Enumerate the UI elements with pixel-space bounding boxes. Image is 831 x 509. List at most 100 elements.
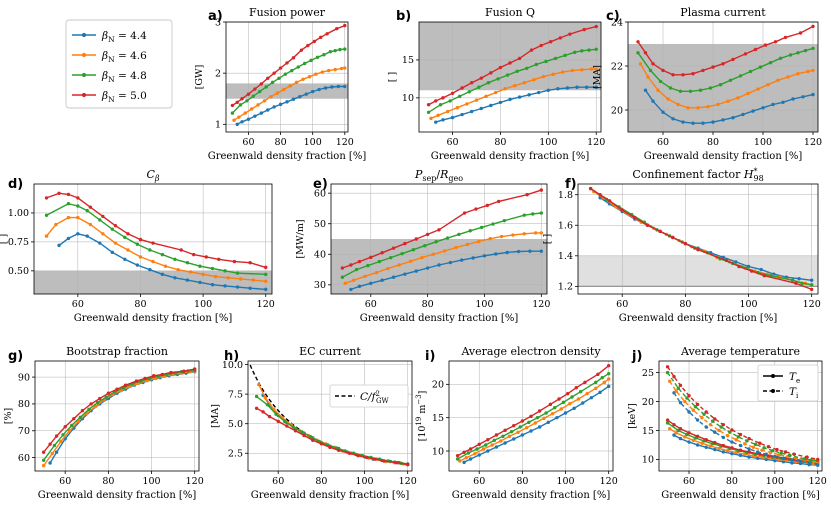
legend-marker xyxy=(81,32,87,38)
data-point xyxy=(101,232,105,236)
data-point xyxy=(477,453,481,457)
panel-title: Confinement factor H* 98 xyxy=(632,167,763,183)
data-point xyxy=(460,86,464,90)
data-point xyxy=(773,40,778,44)
data-point xyxy=(658,229,662,234)
data-point xyxy=(182,369,186,373)
series-line xyxy=(342,189,542,269)
data-point xyxy=(411,247,416,252)
data-point xyxy=(285,61,289,65)
data-point xyxy=(730,446,734,450)
data-point xyxy=(198,264,202,268)
data-point xyxy=(776,78,780,83)
data-point xyxy=(282,419,287,424)
data-point xyxy=(483,443,488,447)
data-point xyxy=(54,434,59,438)
data-point xyxy=(88,222,93,227)
data-point xyxy=(525,192,529,197)
data-point xyxy=(524,425,529,430)
data-point xyxy=(57,243,61,248)
data-point xyxy=(643,51,648,55)
data-point xyxy=(98,396,102,401)
x-tick-label: 80 xyxy=(726,476,738,487)
data-point xyxy=(743,52,748,56)
data-point xyxy=(771,102,775,107)
data-point xyxy=(498,65,503,70)
data-point xyxy=(414,237,418,241)
data-point xyxy=(805,455,809,459)
data-point xyxy=(426,102,431,107)
data-point xyxy=(296,65,300,69)
y-axis-label: [MA] xyxy=(592,65,603,89)
data-point xyxy=(437,228,441,232)
data-point xyxy=(542,416,546,421)
panel-title: Cβ xyxy=(146,168,159,183)
data-point xyxy=(501,434,505,439)
data-point xyxy=(693,405,698,409)
data-point xyxy=(811,92,815,97)
y-tick-label: 10 xyxy=(642,455,654,466)
panel-label: b) xyxy=(396,9,411,24)
y-tick-label: 60 xyxy=(18,453,30,464)
axes-frame xyxy=(418,21,602,133)
data-point xyxy=(328,49,333,54)
data-point xyxy=(76,232,80,236)
data-point xyxy=(232,118,236,122)
data-point xyxy=(160,372,165,377)
data-point xyxy=(698,88,703,92)
data-point xyxy=(594,380,598,385)
data-point xyxy=(306,43,310,48)
data-point xyxy=(243,111,247,115)
data-point xyxy=(298,94,302,99)
data-point xyxy=(587,48,591,52)
data-point xyxy=(773,454,777,459)
data-point xyxy=(288,84,292,88)
data-point xyxy=(768,61,773,65)
data-point xyxy=(766,444,771,449)
data-point xyxy=(516,249,521,254)
data-point xyxy=(749,269,754,273)
data-point xyxy=(310,89,315,94)
series-group xyxy=(340,188,544,292)
data-point xyxy=(671,235,675,240)
data-point xyxy=(69,423,74,428)
data-point xyxy=(442,249,447,253)
data-point xyxy=(254,394,259,399)
data-point xyxy=(98,218,102,222)
data-point xyxy=(76,215,80,220)
data-point xyxy=(490,443,494,447)
data-point xyxy=(343,66,347,70)
y-tick-label: 1 xyxy=(215,120,221,131)
data-point xyxy=(686,106,690,110)
x-tick-label: 120 xyxy=(532,299,550,310)
data-point xyxy=(738,448,743,452)
data-point xyxy=(317,87,321,92)
data-point xyxy=(98,241,102,245)
data-point xyxy=(343,47,347,51)
data-point xyxy=(656,88,660,92)
data-point xyxy=(516,430,520,435)
data-point xyxy=(717,428,721,433)
data-point xyxy=(800,281,804,286)
data-point xyxy=(391,275,396,279)
data-point xyxy=(67,429,72,433)
data-point xyxy=(138,255,143,259)
data-point xyxy=(302,61,307,66)
data-point xyxy=(665,370,670,375)
data-point xyxy=(290,68,294,73)
data-point xyxy=(544,411,548,415)
data-point xyxy=(386,266,390,271)
data-point xyxy=(468,447,473,451)
data-point xyxy=(704,438,708,442)
data-point xyxy=(551,72,555,77)
data-point xyxy=(676,386,681,390)
data-point xyxy=(489,71,493,75)
data-point xyxy=(520,419,525,423)
data-point xyxy=(668,427,672,431)
data-point xyxy=(803,48,808,53)
data-point xyxy=(773,458,777,463)
fit-legend: C/f2 GW xyxy=(329,384,409,408)
y-tick-label: 3 xyxy=(215,17,221,28)
data-point xyxy=(811,24,815,29)
